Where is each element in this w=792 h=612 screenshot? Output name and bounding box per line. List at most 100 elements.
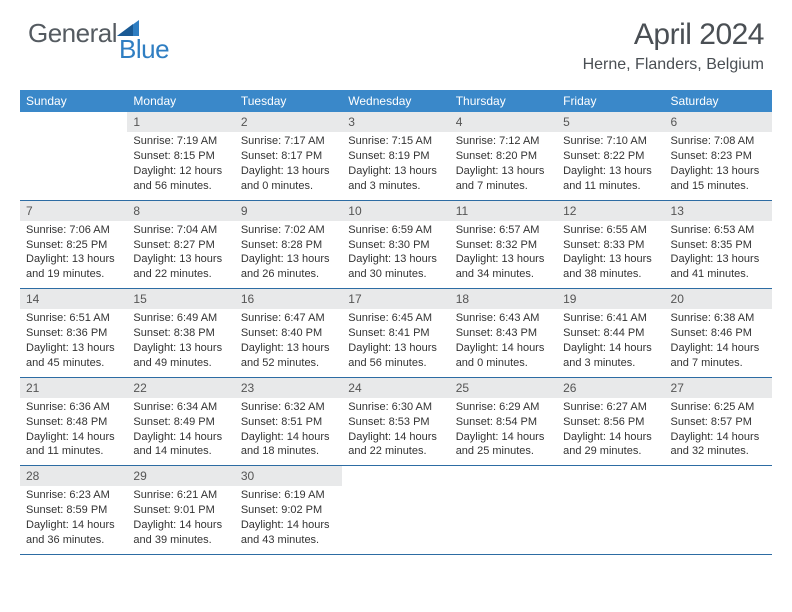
day-details: Sunrise: 6:36 AMSunset: 8:48 PMDaylight:… (20, 398, 127, 465)
calendar-day-cell: 19Sunrise: 6:41 AMSunset: 8:44 PMDayligh… (557, 289, 664, 377)
sunset-line: Sunset: 8:53 PM (348, 415, 443, 430)
daylight-line: Daylight: 14 hours and 0 minutes. (456, 341, 551, 371)
day-number: 6 (665, 112, 772, 132)
sunrise-line: Sunrise: 6:32 AM (241, 400, 336, 415)
daylight-line: Daylight: 14 hours and 22 minutes. (348, 430, 443, 460)
day-details: Sunrise: 6:57 AMSunset: 8:32 PMDaylight:… (450, 221, 557, 288)
sunrise-line: Sunrise: 6:29 AM (456, 400, 551, 415)
sunset-line: Sunset: 8:41 PM (348, 326, 443, 341)
day-number (450, 466, 557, 486)
day-number: 2 (235, 112, 342, 132)
day-details: Sunrise: 6:27 AMSunset: 8:56 PMDaylight:… (557, 398, 664, 465)
sunset-line: Sunset: 9:02 PM (241, 503, 336, 518)
day-details: Sunrise: 7:12 AMSunset: 8:20 PMDaylight:… (450, 132, 557, 199)
calendar-week-row: 1Sunrise: 7:19 AMSunset: 8:15 PMDaylight… (20, 112, 772, 201)
day-details: Sunrise: 6:59 AMSunset: 8:30 PMDaylight:… (342, 221, 449, 288)
day-number: 20 (665, 289, 772, 309)
daylight-line: Daylight: 14 hours and 29 minutes. (563, 430, 658, 460)
daylight-line: Daylight: 13 hours and 22 minutes. (133, 252, 228, 282)
sunrise-line: Sunrise: 6:36 AM (26, 400, 121, 415)
day-number: 29 (127, 466, 234, 486)
calendar-day-cell: 27Sunrise: 6:25 AMSunset: 8:57 PMDayligh… (665, 378, 772, 466)
day-details: Sunrise: 6:21 AMSunset: 9:01 PMDaylight:… (127, 486, 234, 553)
daylight-line: Daylight: 14 hours and 39 minutes. (133, 518, 228, 548)
sunrise-line: Sunrise: 6:43 AM (456, 311, 551, 326)
calendar-day-cell: 11Sunrise: 6:57 AMSunset: 8:32 PMDayligh… (450, 201, 557, 289)
calendar-day-cell: 2 Sunrise: 7:17 AMSunset: 8:17 PMDaylight… (235, 112, 342, 200)
logo: General Blue (28, 18, 193, 49)
sunset-line: Sunset: 8:36 PM (26, 326, 121, 341)
sunrise-line: Sunrise: 6:57 AM (456, 223, 551, 238)
sunset-line: Sunset: 8:30 PM (348, 238, 443, 253)
day-number: 7 (20, 201, 127, 221)
day-number: 25 (450, 378, 557, 398)
sunrise-line: Sunrise: 7:04 AM (133, 223, 228, 238)
sunrise-line: Sunrise: 6:45 AM (348, 311, 443, 326)
day-details: Sunrise: 6:32 AMSunset: 8:51 PMDaylight:… (235, 398, 342, 465)
daylight-line: Daylight: 13 hours and 0 minutes. (241, 164, 336, 194)
day-number: 10 (342, 201, 449, 221)
day-number: 21 (20, 378, 127, 398)
day-number: 28 (20, 466, 127, 486)
sunrise-line: Sunrise: 6:51 AM (26, 311, 121, 326)
daylight-line: Daylight: 13 hours and 38 minutes. (563, 252, 658, 282)
day-details: Sunrise: 6:19 AMSunset: 9:02 PMDaylight:… (235, 486, 342, 553)
calendar-day-cell: 3Sunrise: 7:15 AMSunset: 8:19 PMDaylight… (342, 112, 449, 200)
calendar-day-cell: 23Sunrise: 6:32 AMSunset: 8:51 PMDayligh… (235, 378, 342, 466)
sunset-line: Sunset: 8:38 PM (133, 326, 228, 341)
calendar-day-cell: 18Sunrise: 6:43 AMSunset: 8:43 PMDayligh… (450, 289, 557, 377)
calendar-day-cell: 25Sunrise: 6:29 AMSunset: 8:54 PMDayligh… (450, 378, 557, 466)
calendar-day-cell: 10Sunrise: 6:59 AMSunset: 8:30 PMDayligh… (342, 201, 449, 289)
sunset-line: Sunset: 8:51 PM (241, 415, 336, 430)
sunset-line: Sunset: 8:15 PM (133, 149, 228, 164)
calendar-day-cell (450, 466, 557, 554)
daylight-line: Daylight: 14 hours and 11 minutes. (26, 430, 121, 460)
calendar-day-cell: 14Sunrise: 6:51 AMSunset: 8:36 PMDayligh… (20, 289, 127, 377)
daylight-line: Daylight: 13 hours and 41 minutes. (671, 252, 766, 282)
day-details: Sunrise: 6:43 AMSunset: 8:43 PMDaylight:… (450, 309, 557, 376)
calendar-week-row: 7Sunrise: 7:06 AMSunset: 8:25 PMDaylight… (20, 201, 772, 290)
day-details: Sunrise: 7:10 AMSunset: 8:22 PMDaylight:… (557, 132, 664, 199)
day-details: Sunrise: 7:06 AMSunset: 8:25 PMDaylight:… (20, 221, 127, 288)
sunrise-line: Sunrise: 6:38 AM (671, 311, 766, 326)
sunrise-line: Sunrise: 6:59 AM (348, 223, 443, 238)
daylight-line: Daylight: 13 hours and 11 minutes. (563, 164, 658, 194)
sunset-line: Sunset: 8:28 PM (241, 238, 336, 253)
weekday-header: Saturday (665, 90, 772, 112)
day-details: Sunrise: 6:25 AMSunset: 8:57 PMDaylight:… (665, 398, 772, 465)
calendar-day-cell: 15Sunrise: 6:49 AMSunset: 8:38 PMDayligh… (127, 289, 234, 377)
sunset-line: Sunset: 8:54 PM (456, 415, 551, 430)
day-number: 4 (450, 112, 557, 132)
sunset-line: Sunset: 8:17 PM (241, 149, 336, 164)
sunset-line: Sunset: 8:44 PM (563, 326, 658, 341)
day-number (665, 466, 772, 486)
daylight-line: Daylight: 13 hours and 7 minutes. (456, 164, 551, 194)
sunrise-line: Sunrise: 7:12 AM (456, 134, 551, 149)
sunset-line: Sunset: 8:46 PM (671, 326, 766, 341)
day-number: 5 (557, 112, 664, 132)
calendar-day-cell: 26Sunrise: 6:27 AMSunset: 8:56 PMDayligh… (557, 378, 664, 466)
day-number: 13 (665, 201, 772, 221)
sunset-line: Sunset: 8:32 PM (456, 238, 551, 253)
calendar-day-cell: 20Sunrise: 6:38 AMSunset: 8:46 PMDayligh… (665, 289, 772, 377)
sunset-line: Sunset: 8:20 PM (456, 149, 551, 164)
day-number: 14 (20, 289, 127, 309)
day-number: 18 (450, 289, 557, 309)
day-number: 11 (450, 201, 557, 221)
sunrise-line: Sunrise: 7:17 AM (241, 134, 336, 149)
sunrise-line: Sunrise: 6:19 AM (241, 488, 336, 503)
calendar-day-cell: 6Sunrise: 7:08 AMSunset: 8:23 PMDaylight… (665, 112, 772, 200)
sunrise-line: Sunrise: 6:41 AM (563, 311, 658, 326)
sunrise-line: Sunrise: 6:23 AM (26, 488, 121, 503)
sunset-line: Sunset: 8:43 PM (456, 326, 551, 341)
daylight-line: Daylight: 13 hours and 52 minutes. (241, 341, 336, 371)
daylight-line: Daylight: 13 hours and 19 minutes. (26, 252, 121, 282)
weekday-header: Friday (557, 90, 664, 112)
day-details: Sunrise: 6:30 AMSunset: 8:53 PMDaylight:… (342, 398, 449, 465)
calendar-day-cell (20, 112, 127, 200)
sunrise-line: Sunrise: 7:19 AM (133, 134, 228, 149)
calendar-day-cell (665, 466, 772, 554)
sunset-line: Sunset: 8:33 PM (563, 238, 658, 253)
day-number: 16 (235, 289, 342, 309)
sunset-line: Sunset: 8:23 PM (671, 149, 766, 164)
